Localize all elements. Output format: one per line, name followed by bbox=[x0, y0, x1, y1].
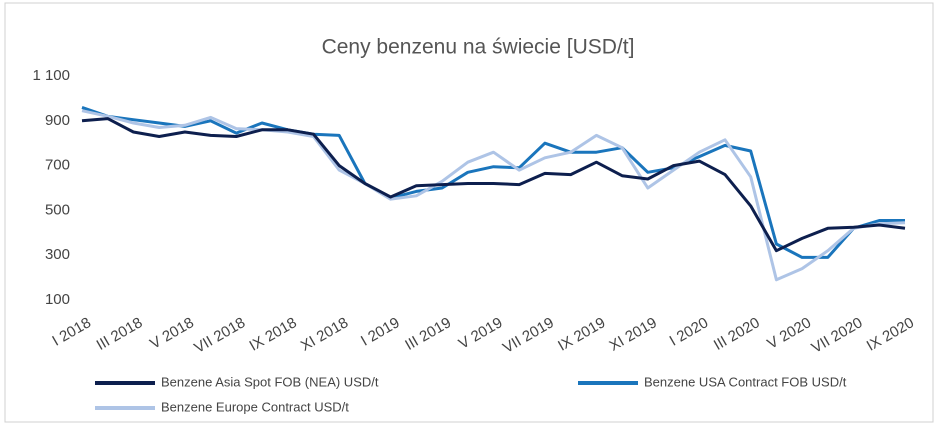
y-tick-label: 700 bbox=[45, 157, 70, 174]
series-line bbox=[81, 105, 905, 259]
chart-title: Ceny benzenu na świecie [USD/t] bbox=[322, 36, 635, 59]
y-tick-label: 300 bbox=[45, 246, 70, 263]
y-tick-label: 900 bbox=[45, 112, 70, 129]
chart-border bbox=[4, 2, 934, 423]
series-line bbox=[81, 109, 906, 282]
legend-label: Benzene USA Contract FOB USD/t bbox=[644, 374, 847, 389]
y-tick-label: 100 bbox=[45, 291, 70, 308]
legend-label: Benzene Europe Contract USD/t bbox=[161, 399, 349, 414]
y-tick-label: 1 100 bbox=[32, 67, 70, 84]
series-line bbox=[81, 117, 906, 253]
y-tick-label: 500 bbox=[45, 201, 70, 218]
legend-label: Benzene Asia Spot FOB (NEA) USD/t bbox=[161, 374, 379, 389]
